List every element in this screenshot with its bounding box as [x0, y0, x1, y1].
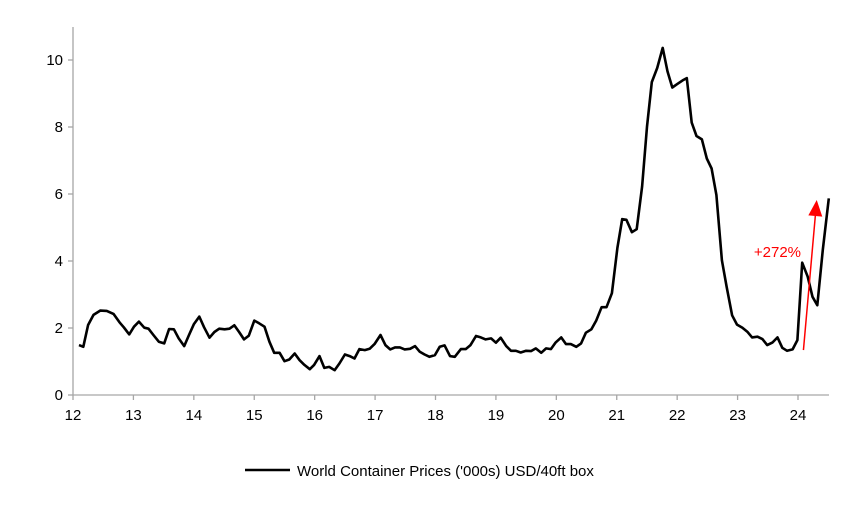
- x-tick-label: 18: [427, 407, 444, 424]
- arrow-head-icon: [808, 200, 823, 217]
- x-tick-label: 20: [548, 407, 565, 424]
- x-tick-label: 22: [669, 407, 686, 424]
- y-axis: 0 2 4 6 8 10: [46, 27, 74, 404]
- x-tick-label: 12: [65, 407, 82, 424]
- x-tick-label: 16: [306, 407, 323, 424]
- x-tick-label: 14: [185, 407, 202, 424]
- x-tick-label: 19: [488, 407, 505, 424]
- annotation-label: +272%: [754, 244, 801, 261]
- x-tick-label: 15: [246, 407, 263, 424]
- y-tick-label: 4: [55, 253, 63, 270]
- arrow-shaft: [802, 215, 817, 351]
- annotations: +272%: [754, 200, 823, 351]
- legend-label: World Container Prices ('000s) USD/40ft …: [297, 463, 594, 480]
- y-tick-label: 0: [55, 387, 63, 404]
- x-tick-label: 17: [367, 407, 384, 424]
- x-tick-label: 23: [729, 407, 746, 424]
- x-axis: 12 13 14 15 16 17 18 19 20 21 22 23 24: [65, 394, 829, 424]
- y-tick-label: 8: [55, 119, 63, 136]
- y-tick-label: 2: [55, 320, 63, 337]
- x-tick-label: 13: [125, 407, 142, 424]
- y-tick-label: 10: [46, 52, 63, 69]
- x-tick-label: 24: [790, 407, 807, 424]
- y-tick-label: 6: [55, 186, 63, 203]
- series-line-world-container-prices: [78, 46, 831, 372]
- legend: World Container Prices ('000s) USD/40ft …: [245, 463, 594, 480]
- x-tick-label: 21: [608, 407, 625, 424]
